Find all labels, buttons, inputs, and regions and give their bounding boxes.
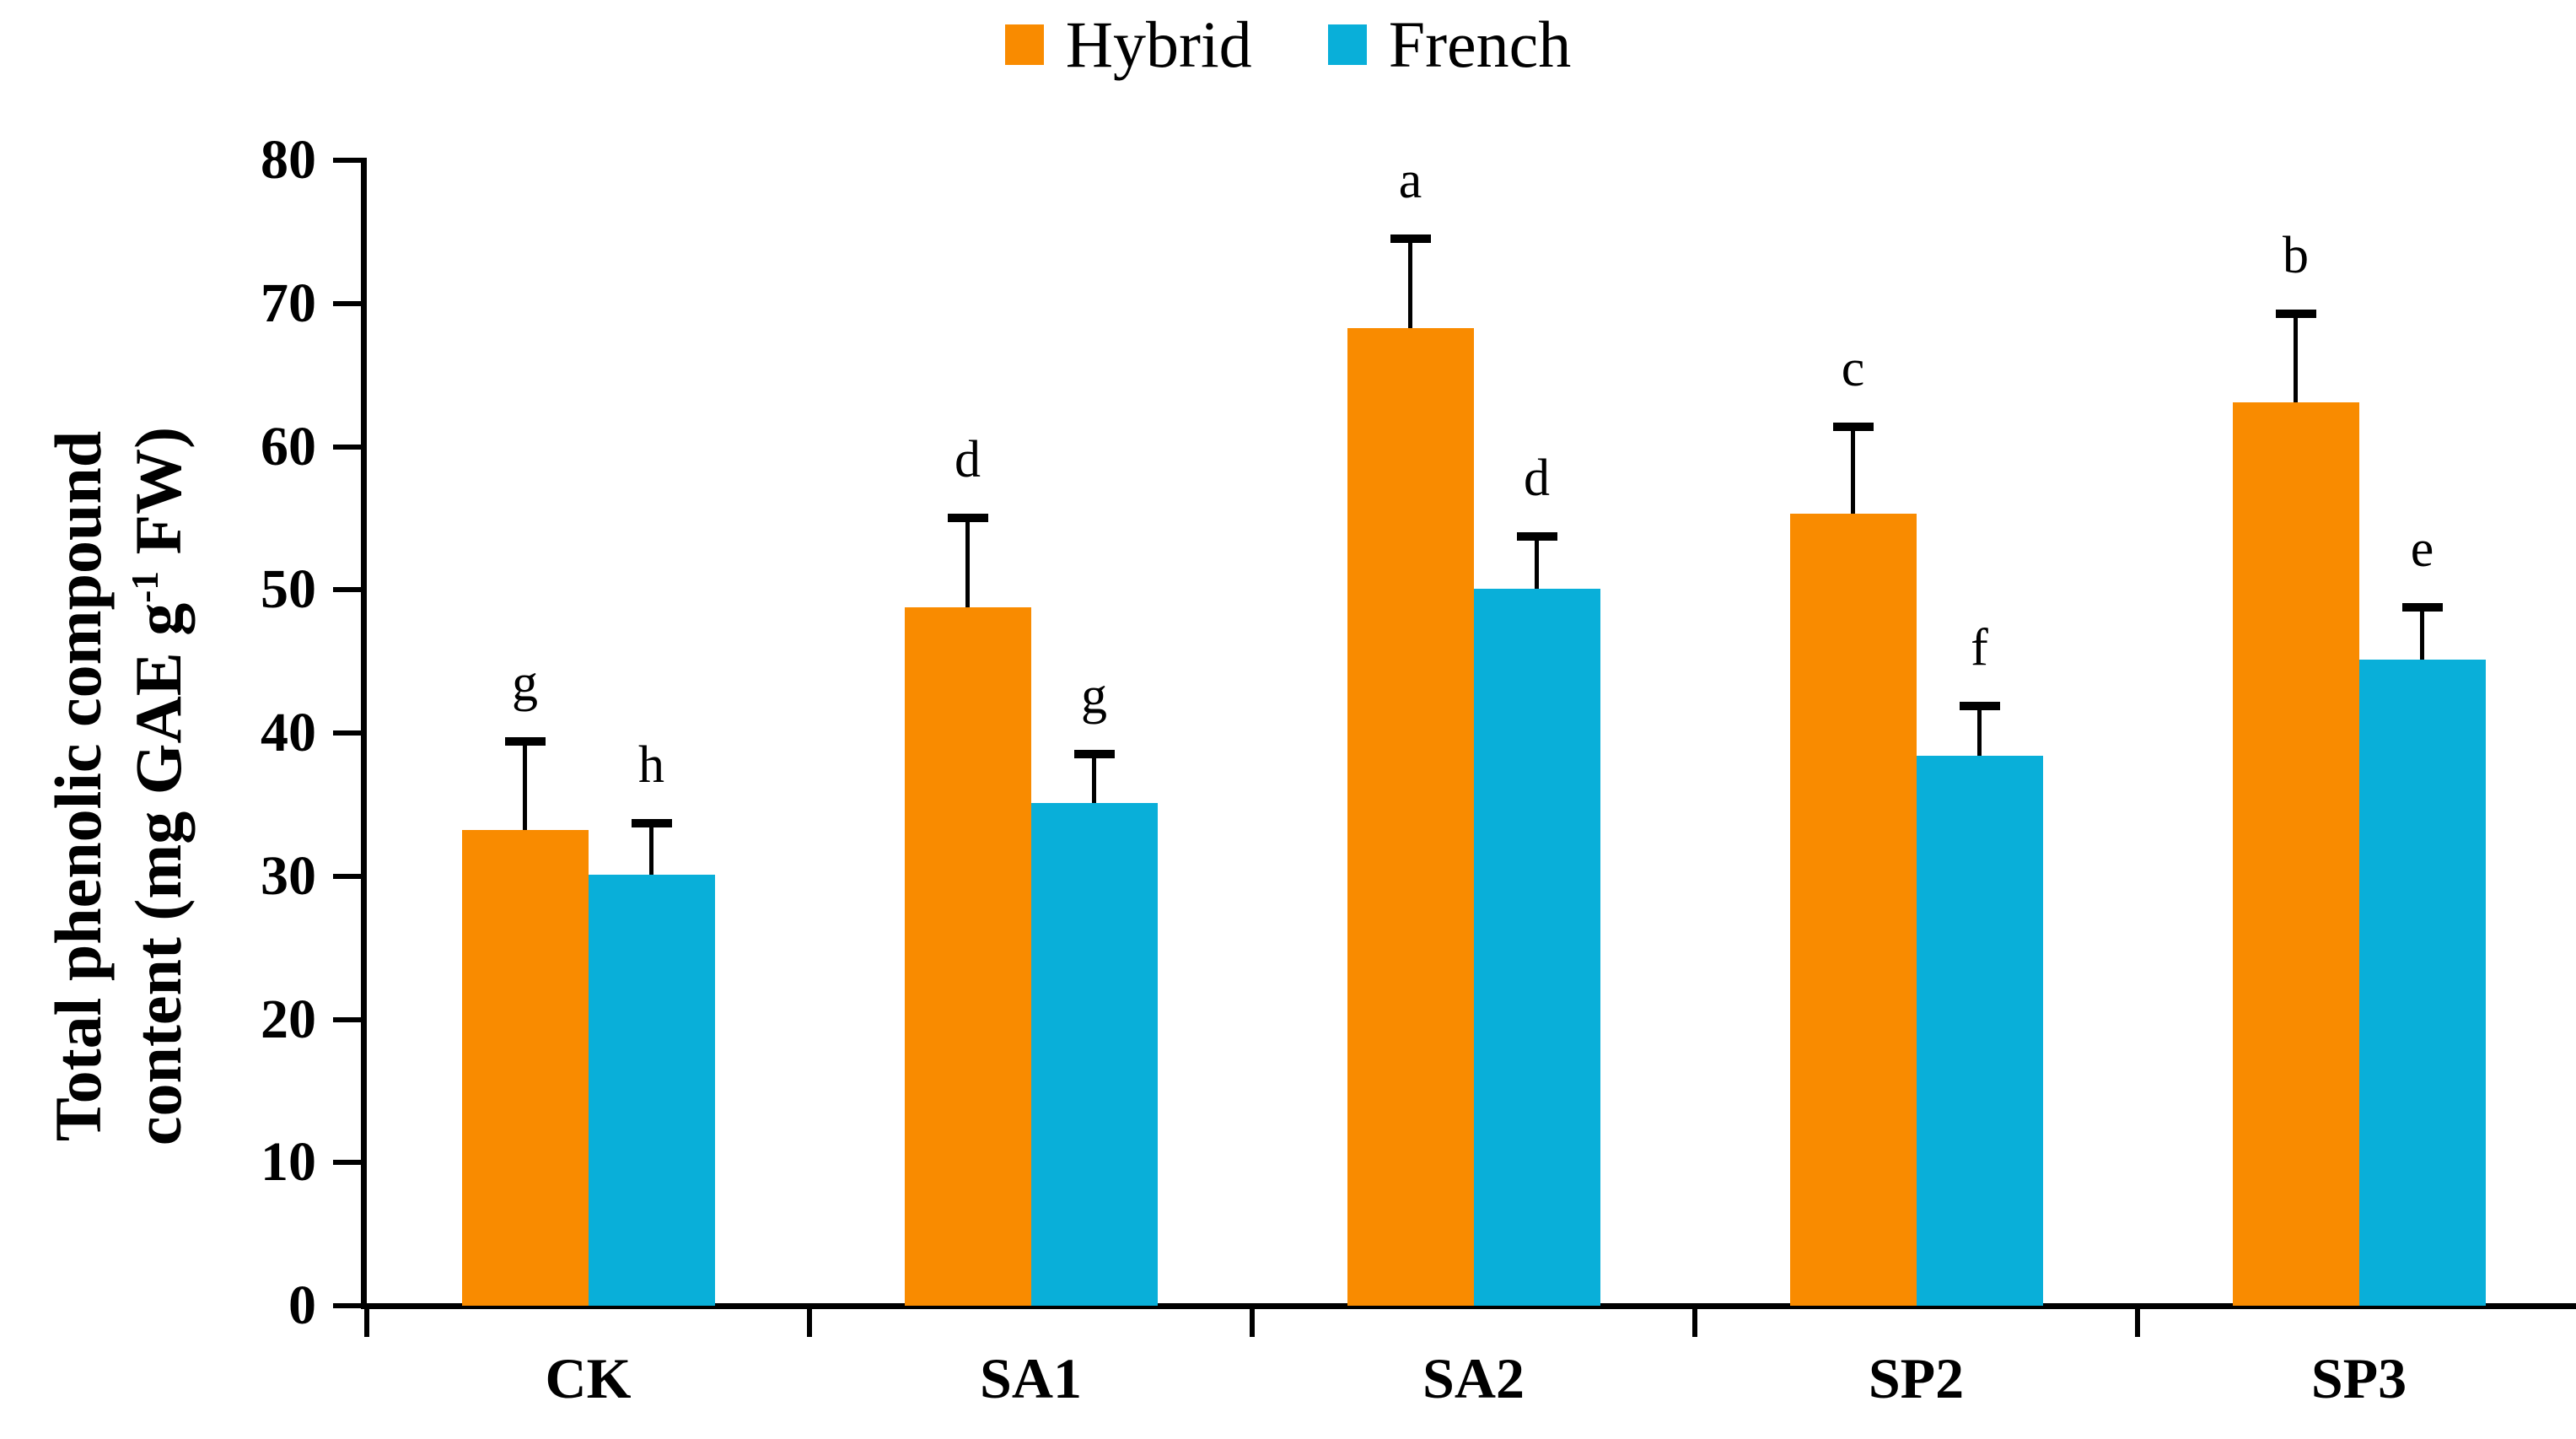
bar-french-SA2 [1473,588,1600,1306]
x-axis-line [361,1303,2576,1309]
y-axis-title-line2: content (mg GAE g-1 FW) [121,426,195,1146]
x-category-label: CK [545,1346,632,1410]
error-bar-cap [2401,602,2443,612]
y-tick-mark [333,730,361,736]
y-axis-title-line1: Total phenolic compound [40,430,115,1142]
significance-letter: d [955,431,981,489]
significance-letter: a [1398,152,1422,210]
y-tick-mark [333,1160,361,1166]
significance-letter: g [512,655,538,713]
x-tick-mark [1692,1306,1697,1337]
legend-item-hybrid: Hybrid [1004,8,1252,81]
bar-hybrid-SA2 [1347,327,1474,1306]
significance-letter: b [2283,226,2309,284]
y-tick-label: 20 [261,988,316,1050]
x-category-label: SP3 [2310,1346,2407,1410]
x-tick-mark [807,1306,812,1337]
y-tick-label: 10 [261,1131,316,1194]
y-axis-title: Total phenolic compound content (mg GAE … [34,196,202,1377]
y-tick-mark [333,1016,361,1022]
error-bar-cap [1959,701,2000,710]
y-tick-label: 60 [261,415,316,477]
x-category-label: SA1 [980,1346,1082,1410]
error-bar [2294,313,2298,402]
x-category-label: SA2 [1422,1346,1525,1410]
error-bar-cap [1516,532,1557,542]
error-bar [1977,705,1982,757]
bar-hybrid-SA1 [904,606,1031,1306]
y-tick-label: 70 [261,272,316,334]
y-tick-mark [333,158,361,163]
error-bar-cap [2275,309,2316,318]
bar-french-CK [588,875,715,1306]
y-tick-mark [333,300,361,306]
y-tick-mark [333,873,361,879]
bar-french-SP2 [1916,756,2043,1306]
error-bar [523,741,527,831]
bar-hybrid-SP3 [2232,402,2359,1306]
significance-letter: h [638,736,664,794]
y-tick-mark [333,587,361,593]
x-category-label: SP2 [1868,1346,1965,1410]
error-bar [965,518,970,607]
x-tick-mark [2135,1306,2140,1337]
error-bar [1535,536,1539,589]
legend: Hybrid French [0,12,2576,78]
significance-letter: f [1971,618,1988,676]
error-bar-cap [1073,750,1115,759]
bar-french-SA1 [1030,803,1158,1306]
error-bar-cap [1390,234,1431,244]
y-tick-label: 80 [261,129,316,191]
error-bar [1851,426,1855,515]
bar-french-SP3 [2358,660,2486,1306]
legend-item-french: French [1327,8,1572,81]
hybrid-swatch-icon [1004,24,1044,65]
error-bar-cap [1832,422,1874,431]
legend-label-french: French [1388,8,1572,81]
significance-letter: d [1524,450,1550,508]
significance-letter: c [1841,339,1865,397]
x-tick-mark [1250,1306,1255,1337]
significance-letter: g [1081,667,1107,725]
y-tick-label: 0 [288,1275,316,1336]
y-tick-label: 30 [261,844,316,907]
error-bar [2420,606,2424,660]
error-bar [1092,754,1096,804]
y-axis-line [361,158,367,1308]
significance-letter: e [2410,520,2434,578]
error-bar [649,822,653,876]
error-bar-cap [947,514,988,523]
y-tick-label: 40 [261,702,316,763]
y-tick-mark [333,444,361,450]
error-bar-cap [631,818,672,827]
bar-hybrid-SP2 [1789,514,1917,1306]
bar-hybrid-CK [461,830,589,1306]
y-tick-mark [333,1303,361,1308]
error-bar [1408,239,1412,328]
x-tick-mark [364,1306,369,1337]
error-bar-cap [504,737,546,746]
legend-label-hybrid: Hybrid [1065,8,1252,81]
y-tick-label: 50 [261,558,316,621]
french-swatch-icon [1327,24,1367,65]
